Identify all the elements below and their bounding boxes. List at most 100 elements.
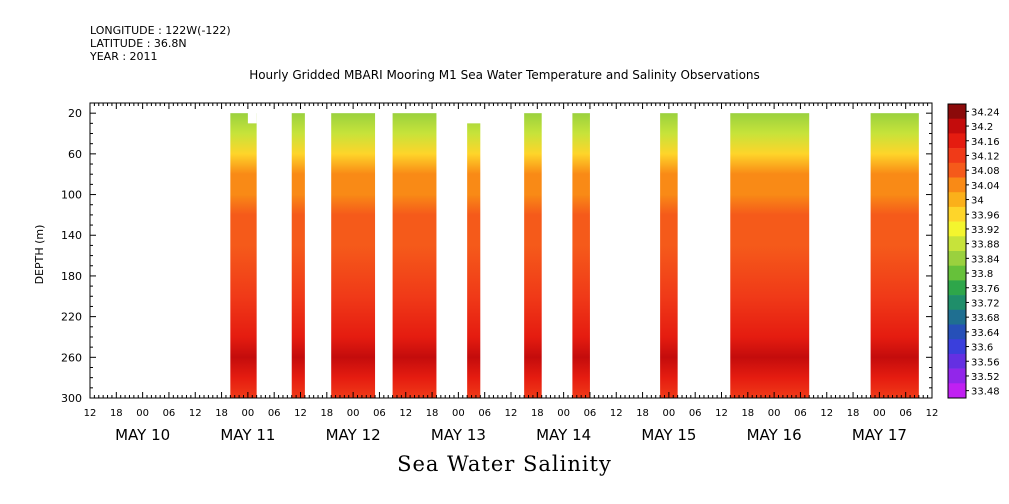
colorbar-frame bbox=[947, 103, 967, 399]
x-tick-label: 06 bbox=[163, 408, 176, 419]
colorbar-swatch bbox=[948, 383, 966, 399]
x-tick-label: 18 bbox=[426, 408, 439, 419]
data-segment-1 bbox=[230, 113, 257, 398]
colorbar-label: 34 bbox=[971, 196, 984, 207]
data-segment-6 bbox=[524, 113, 542, 398]
x-date-label: MAY 10 bbox=[115, 426, 170, 444]
data-gap-1 bbox=[247, 112, 257, 124]
x-tick-label: 12 bbox=[926, 408, 939, 419]
colorbar-label: 34.04 bbox=[971, 181, 1000, 192]
y-tick-label: 260 bbox=[61, 351, 82, 364]
x-tick-label: 00 bbox=[242, 408, 255, 419]
x-tick-label: 00 bbox=[347, 408, 360, 419]
x-tick-label: 00 bbox=[136, 408, 149, 419]
x-tick-label: 12 bbox=[294, 408, 307, 419]
x-tick-label: 00 bbox=[873, 408, 886, 419]
y-tick-label: 60 bbox=[68, 148, 82, 161]
colorbar-swatch bbox=[948, 251, 966, 266]
colorbar-label: 34.16 bbox=[971, 137, 1000, 148]
chart-title: Hourly Gridded MBARI Mooring M1 Sea Wate… bbox=[249, 68, 760, 82]
colorbar-label: 33.6 bbox=[971, 343, 993, 354]
colorbar: 34.24 34.2 34.16 34.12 34.08 34.04 34 33.96 33.9… bbox=[947, 103, 1000, 399]
colorbar-swatch bbox=[948, 133, 966, 149]
x-date-label: MAY 13 bbox=[431, 426, 486, 444]
colorbar-label: 33.96 bbox=[971, 210, 1000, 221]
colorbar-swatch bbox=[948, 192, 966, 208]
x-tick-label: 06 bbox=[899, 408, 912, 419]
data-segment-4 bbox=[392, 113, 437, 398]
data-segment-10 bbox=[870, 113, 919, 398]
colorbar-label: 34.2 bbox=[971, 122, 993, 133]
data-segment-3 bbox=[331, 113, 376, 398]
x-tick-label: 12 bbox=[399, 408, 412, 419]
data-segment-5 bbox=[467, 123, 481, 399]
data-segment-2 bbox=[291, 113, 305, 398]
x-tick-label: 12 bbox=[189, 408, 202, 419]
colorbar-swatch bbox=[948, 324, 966, 340]
colorbar-swatch bbox=[948, 309, 966, 325]
y-axis-label: DEPTH (m) bbox=[33, 225, 46, 285]
colorbar-swatch bbox=[948, 162, 966, 178]
x-tick-label: 18 bbox=[531, 408, 544, 419]
colorbar-label: 34.08 bbox=[971, 166, 1000, 177]
colorbar-swatch bbox=[948, 118, 966, 134]
colorbar-swatch bbox=[948, 368, 966, 384]
x-date-label: MAY 11 bbox=[220, 426, 275, 444]
colorbar-label: 33.84 bbox=[971, 254, 1000, 265]
colorbar-label: 33.76 bbox=[971, 284, 1000, 295]
y-tick-label: 220 bbox=[61, 311, 82, 324]
colorbar-label: 33.64 bbox=[971, 328, 1000, 339]
colorbar-label: 33.52 bbox=[971, 372, 1000, 383]
x-date-label: MAY 15 bbox=[641, 426, 696, 444]
y-tick-label: 20 bbox=[68, 107, 82, 120]
colorbar-swatch bbox=[948, 148, 966, 164]
colorbar-swatch bbox=[948, 339, 966, 355]
x-tick-label: 06 bbox=[268, 408, 281, 419]
x-date-label: MAY 14 bbox=[536, 426, 591, 444]
plot-area bbox=[230, 112, 919, 399]
variable-label: Sea Water Salinity bbox=[397, 452, 612, 476]
x-tick-label: 00 bbox=[663, 408, 676, 419]
y-tick-label: 100 bbox=[61, 189, 82, 202]
x-tick-label: 12 bbox=[715, 408, 728, 419]
x-tick-label: 00 bbox=[768, 408, 781, 419]
colorbar-label: 33.56 bbox=[971, 357, 1000, 368]
longitude-label: LONGITUDE : 122W(-122) bbox=[90, 24, 231, 37]
x-date-label: MAY 12 bbox=[326, 426, 381, 444]
x-tick-label: 18 bbox=[215, 408, 228, 419]
colorbar-swatch bbox=[948, 295, 966, 311]
colorbar-swatch bbox=[948, 236, 966, 252]
colorbar-label: 33.92 bbox=[971, 225, 1000, 236]
x-tick-label: 18 bbox=[847, 408, 860, 419]
x-tick-label: 00 bbox=[557, 408, 570, 419]
x-tick-label: 18 bbox=[741, 408, 754, 419]
colorbar-swatch bbox=[948, 104, 966, 119]
axes: 12 18 00 06 12 18 00 06 12 18 00 06 12 18 00 06 12 18 00 06… bbox=[33, 102, 939, 444]
x-tick-label: 12 bbox=[610, 408, 623, 419]
colorbar-label: 33.72 bbox=[971, 298, 1000, 309]
x-tick-label: 06 bbox=[689, 408, 702, 419]
x-tick-label: 06 bbox=[794, 408, 807, 419]
x-tick-label: 18 bbox=[320, 408, 333, 419]
y-tick-label: 180 bbox=[61, 270, 82, 283]
x-date-label: MAY 17 bbox=[852, 426, 907, 444]
colorbar-label: 33.68 bbox=[971, 313, 1000, 324]
x-tick-label: 18 bbox=[636, 408, 649, 419]
y-tick-label: 140 bbox=[61, 229, 82, 242]
colorbar-swatch bbox=[948, 221, 966, 237]
data-segment-9 bbox=[730, 113, 810, 398]
x-tick-label: 18 bbox=[110, 408, 123, 419]
colorbar-swatch bbox=[948, 280, 966, 296]
colorbar-label: 33.88 bbox=[971, 240, 1000, 251]
x-tick-label: 00 bbox=[452, 408, 465, 419]
y-tick-label: 300 bbox=[61, 392, 82, 405]
year-label: YEAR : 2011 bbox=[90, 50, 158, 63]
colorbar-label: 33.48 bbox=[971, 387, 1000, 398]
colorbar-swatch bbox=[948, 353, 966, 369]
x-tick-label: 12 bbox=[820, 408, 833, 419]
colorbar-swatch bbox=[948, 265, 966, 281]
x-tick-label: 06 bbox=[478, 408, 491, 419]
colorbar-label: 33.8 bbox=[971, 269, 993, 280]
colorbar-swatch bbox=[948, 206, 966, 222]
